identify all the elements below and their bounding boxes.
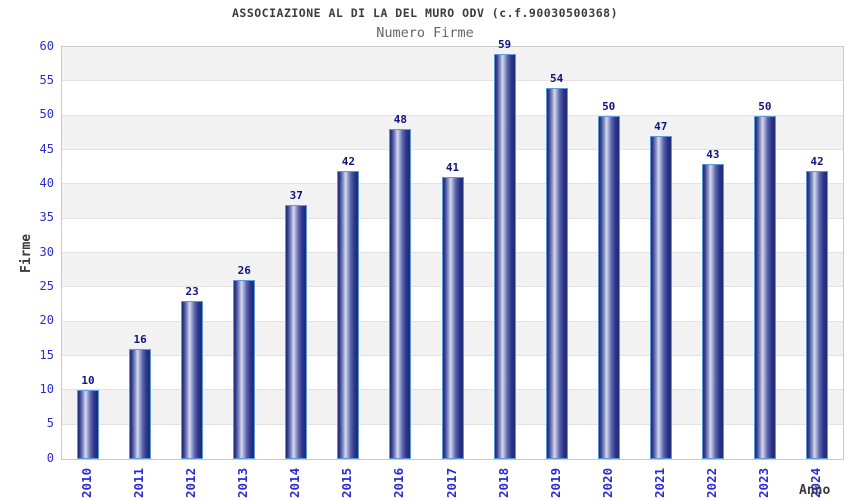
bar-2011: [129, 349, 152, 459]
plot-area: 10 16 23 26 37 42 48 41 59 54 50 47 43 50 42: [61, 38, 844, 460]
gridline: [62, 149, 843, 150]
bar-value-label: 50: [758, 99, 772, 113]
x-tick-label: 2016: [391, 467, 407, 498]
x-tick-label: 2017: [443, 467, 459, 498]
bar-2014: [285, 204, 308, 459]
bar-2020: [597, 115, 620, 459]
y-tick-label: 60: [39, 38, 54, 53]
y-tick-label: 20: [39, 313, 54, 328]
y-tick-label: 55: [39, 72, 54, 87]
bar-value-label: 43: [706, 147, 720, 161]
y-tick-label: 30: [39, 244, 54, 259]
y-tick-label: 50: [39, 107, 54, 122]
bar-value-label: 54: [550, 72, 564, 86]
bar-value-label: 50: [602, 99, 616, 113]
y-tick-label: 40: [39, 175, 54, 190]
bar-2021: [649, 136, 672, 459]
bar-value-label: 59: [497, 37, 512, 51]
x-tick-label: 2013: [235, 467, 251, 498]
chart-title: ASSOCIAZIONE AL DI LA DEL MURO ODV (c.f.…: [231, 6, 619, 20]
y-tick-label: 35: [39, 210, 54, 225]
bar-value-label: 48: [393, 113, 408, 127]
bar-2015: [337, 170, 360, 459]
y-tick-label: 5: [46, 416, 54, 431]
bar-2013: [233, 280, 256, 459]
bar-2023: [753, 115, 776, 459]
x-tick-label: 2022: [703, 467, 719, 498]
y-tick-label: 25: [39, 278, 54, 293]
plot-band: [62, 115, 843, 150]
x-tick-label: 2012: [183, 467, 199, 498]
bar-value-label: 41: [445, 161, 460, 175]
x-tick-label: 2019: [547, 467, 563, 498]
bar-value-label: 16: [133, 333, 147, 347]
x-tick-label: 2021: [651, 467, 667, 498]
bar-2019: [545, 88, 568, 459]
x-tick-label: 2014: [287, 467, 303, 498]
y-tick-label: 45: [39, 141, 54, 156]
bar-value-label: 26: [237, 264, 251, 278]
x-tick-label: 2018: [495, 467, 511, 498]
bar-value-label: 42: [341, 154, 355, 168]
y-tick-label: 15: [39, 347, 54, 362]
bar-value-label: 37: [289, 188, 303, 202]
gridline: [62, 114, 843, 116]
bar-2012: [181, 301, 204, 459]
bar-value-label: 47: [654, 120, 668, 134]
bar-2022: [701, 163, 724, 459]
gridline: [62, 80, 843, 82]
plot-band: [62, 81, 843, 116]
x-tick-label: 2010: [79, 467, 95, 498]
x-axis-title: Anno: [799, 483, 831, 498]
bar-2016: [389, 129, 412, 459]
bar-2024: [805, 170, 828, 459]
y-tick-label: 10: [39, 381, 54, 396]
x-tick-label: 2020: [599, 467, 615, 498]
y-tick-label: 0: [46, 450, 54, 465]
bar-value-label: 23: [185, 285, 199, 299]
x-tick-label: 2023: [755, 467, 771, 498]
bar-value-label: 10: [81, 374, 95, 388]
x-tick-label: 2015: [339, 467, 355, 498]
bar-value-label: 42: [810, 154, 824, 168]
y-axis-title: Firme: [19, 233, 34, 273]
bar-2010: [77, 390, 100, 459]
x-tick-label: 2011: [131, 467, 147, 498]
plot-band: [62, 47, 843, 82]
bar-2018: [493, 53, 516, 459]
chart-subtitle: Numero Firme: [376, 25, 474, 41]
bar-2017: [441, 177, 464, 459]
